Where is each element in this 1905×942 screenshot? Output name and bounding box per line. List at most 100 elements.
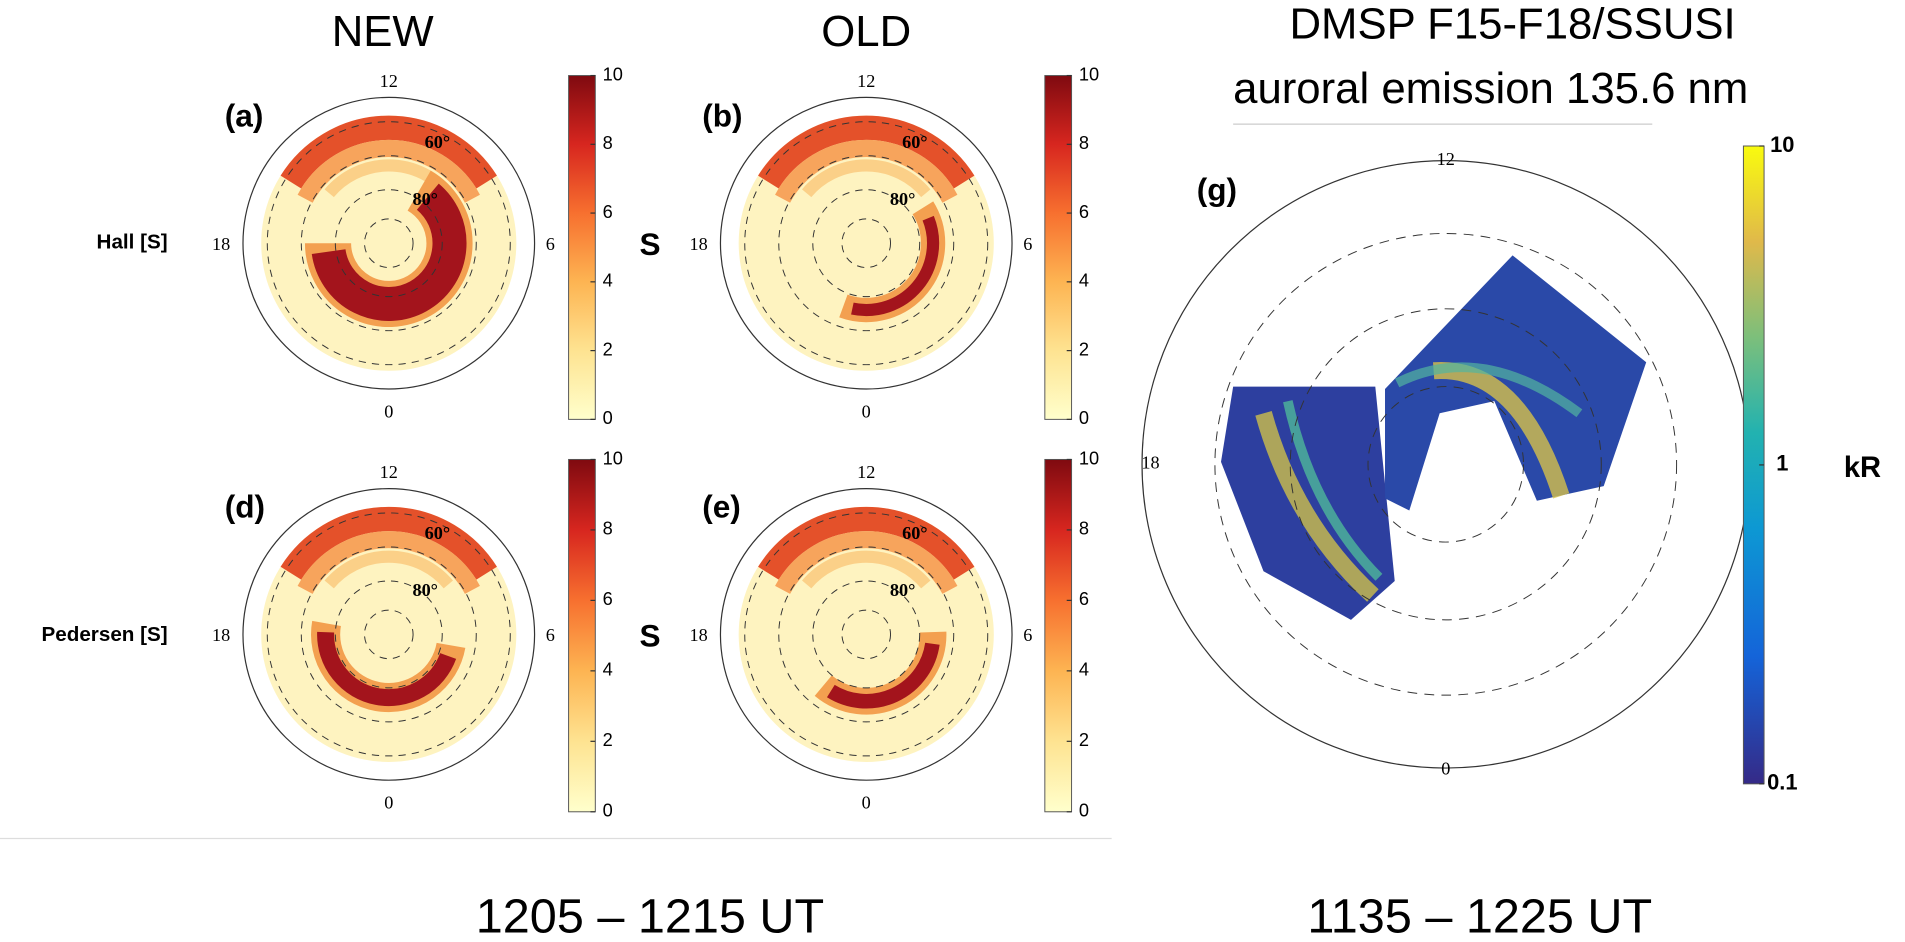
latitude-label: 80° [412, 580, 438, 600]
latitude-label: 60° [902, 132, 928, 152]
mlt-label: 0 [1441, 759, 1450, 779]
emission-arc [1394, 362, 1583, 418]
colorbar-unit: S [639, 226, 660, 262]
latitude-circle [1289, 308, 1602, 621]
colorbar-tick-label: 8 [603, 519, 613, 539]
mlt-label: 12 [857, 462, 875, 482]
mlt-label: 18 [689, 234, 707, 254]
emission-arc [1255, 411, 1379, 602]
latitude-label: 60° [425, 523, 451, 543]
mlt-label: 18 [689, 625, 707, 645]
latitude-circle [334, 580, 443, 689]
colorbar-tick-label: 4 [1079, 271, 1089, 291]
colorbar [1044, 75, 1073, 420]
emission-arc [1283, 400, 1383, 581]
heat-band [802, 159, 931, 198]
mlt-label: 6 [1023, 234, 1032, 254]
column-title: OLD [821, 7, 911, 56]
panel-label: (e) [702, 489, 741, 525]
colorbar-tick-label: 6 [1079, 202, 1089, 222]
heat-band [297, 139, 480, 203]
heat-band [758, 506, 975, 580]
heat-band [775, 531, 958, 595]
latitude-label: 80° [890, 580, 916, 600]
heat-band [297, 531, 480, 595]
mlt-label: 0 [862, 793, 871, 813]
heat-band [758, 115, 975, 189]
mlt-label: 6 [546, 625, 555, 645]
colorbar-unit: kR [1844, 452, 1881, 484]
panel-label: (g) [1197, 172, 1237, 208]
row-label: Pedersen [S] [41, 623, 167, 646]
colorbar-tick-label: 8 [603, 133, 613, 153]
colorbar-tick-label: 6 [1079, 589, 1089, 609]
heat-oval [311, 183, 467, 321]
mlt-label: 12 [1437, 149, 1455, 169]
heat-band [324, 550, 453, 589]
colorbar-tick-label: 8 [1079, 133, 1089, 153]
heat-oval [826, 642, 940, 709]
mlt-label: 18 [212, 234, 230, 254]
colorbar-tick-label: 2 [1079, 730, 1089, 750]
colorbar-tick-label: 0 [603, 801, 613, 821]
colorbar-tick-label: 10 [1079, 448, 1099, 468]
latitude-circle [841, 609, 892, 660]
colorbar [568, 75, 596, 420]
colorbar-tick-label: 0 [1079, 408, 1089, 428]
latitude-circle [812, 580, 921, 689]
panel-label: (b) [702, 97, 742, 133]
polar-frame [719, 488, 1013, 781]
colorbar-tick-label: 6 [603, 589, 613, 609]
polar-frame [719, 96, 1013, 390]
latitude-circle [266, 512, 511, 757]
column-title: auroral emission 135.6 nm [1233, 64, 1748, 113]
column-title: NEW [332, 7, 435, 56]
colorbar-tick-label: 0 [603, 408, 613, 428]
heat-band [775, 139, 958, 203]
latitude-circle [744, 121, 989, 366]
heat-band [280, 506, 497, 580]
colorbar-tick-label: 10 [1079, 64, 1099, 84]
latitude-label: 60° [425, 132, 451, 152]
mlt-label: 18 [1141, 453, 1159, 473]
latitude-circle [300, 546, 477, 723]
colorbar-tick-label: 8 [1079, 519, 1089, 539]
colorbar-tick-label: 10 [603, 448, 623, 468]
colorbar-tick-label: 2 [1079, 339, 1089, 359]
heat-band [802, 550, 931, 589]
mlt-label: 12 [857, 71, 875, 91]
latitude-circle [1367, 386, 1524, 543]
time-range: 1135 – 1225 UT [1307, 890, 1652, 942]
mlt-label: 6 [1023, 625, 1032, 645]
latitude-circle [744, 512, 989, 757]
colorbar-tick-label: 0.1 [1767, 770, 1797, 795]
heat-band [280, 115, 497, 189]
latitude-label: 80° [412, 189, 438, 209]
latitude-circle [1214, 232, 1678, 696]
latitude-circle [778, 546, 955, 723]
mlt-label: 0 [862, 401, 871, 421]
panel-label: (a) [225, 97, 264, 133]
heat-oval [851, 215, 940, 317]
latitude-circle [812, 189, 921, 298]
latitude-circle [334, 189, 443, 298]
colorbar-tick-label: 4 [1079, 660, 1089, 680]
colorbar-tick-label: 6 [603, 202, 613, 222]
latitude-circle [300, 155, 477, 332]
colorbar-tick-label: 4 [603, 271, 613, 291]
mlt-label: 0 [384, 793, 393, 813]
colorbar-tick-label: 1 [1776, 451, 1788, 476]
colorbar [568, 458, 596, 813]
colorbar-tick-label: 10 [603, 64, 623, 84]
mlt-label: 12 [380, 71, 398, 91]
mlt-label: 0 [384, 401, 393, 421]
mlt-label: 12 [380, 462, 398, 482]
latitude-circle [363, 609, 414, 660]
colorbar-tick-label: 10 [1770, 132, 1794, 157]
mlt-label: 6 [546, 234, 555, 254]
colorbar-tick-label: 2 [603, 339, 613, 359]
colorbar-unit: S [639, 617, 660, 653]
heat-oval [317, 631, 457, 707]
